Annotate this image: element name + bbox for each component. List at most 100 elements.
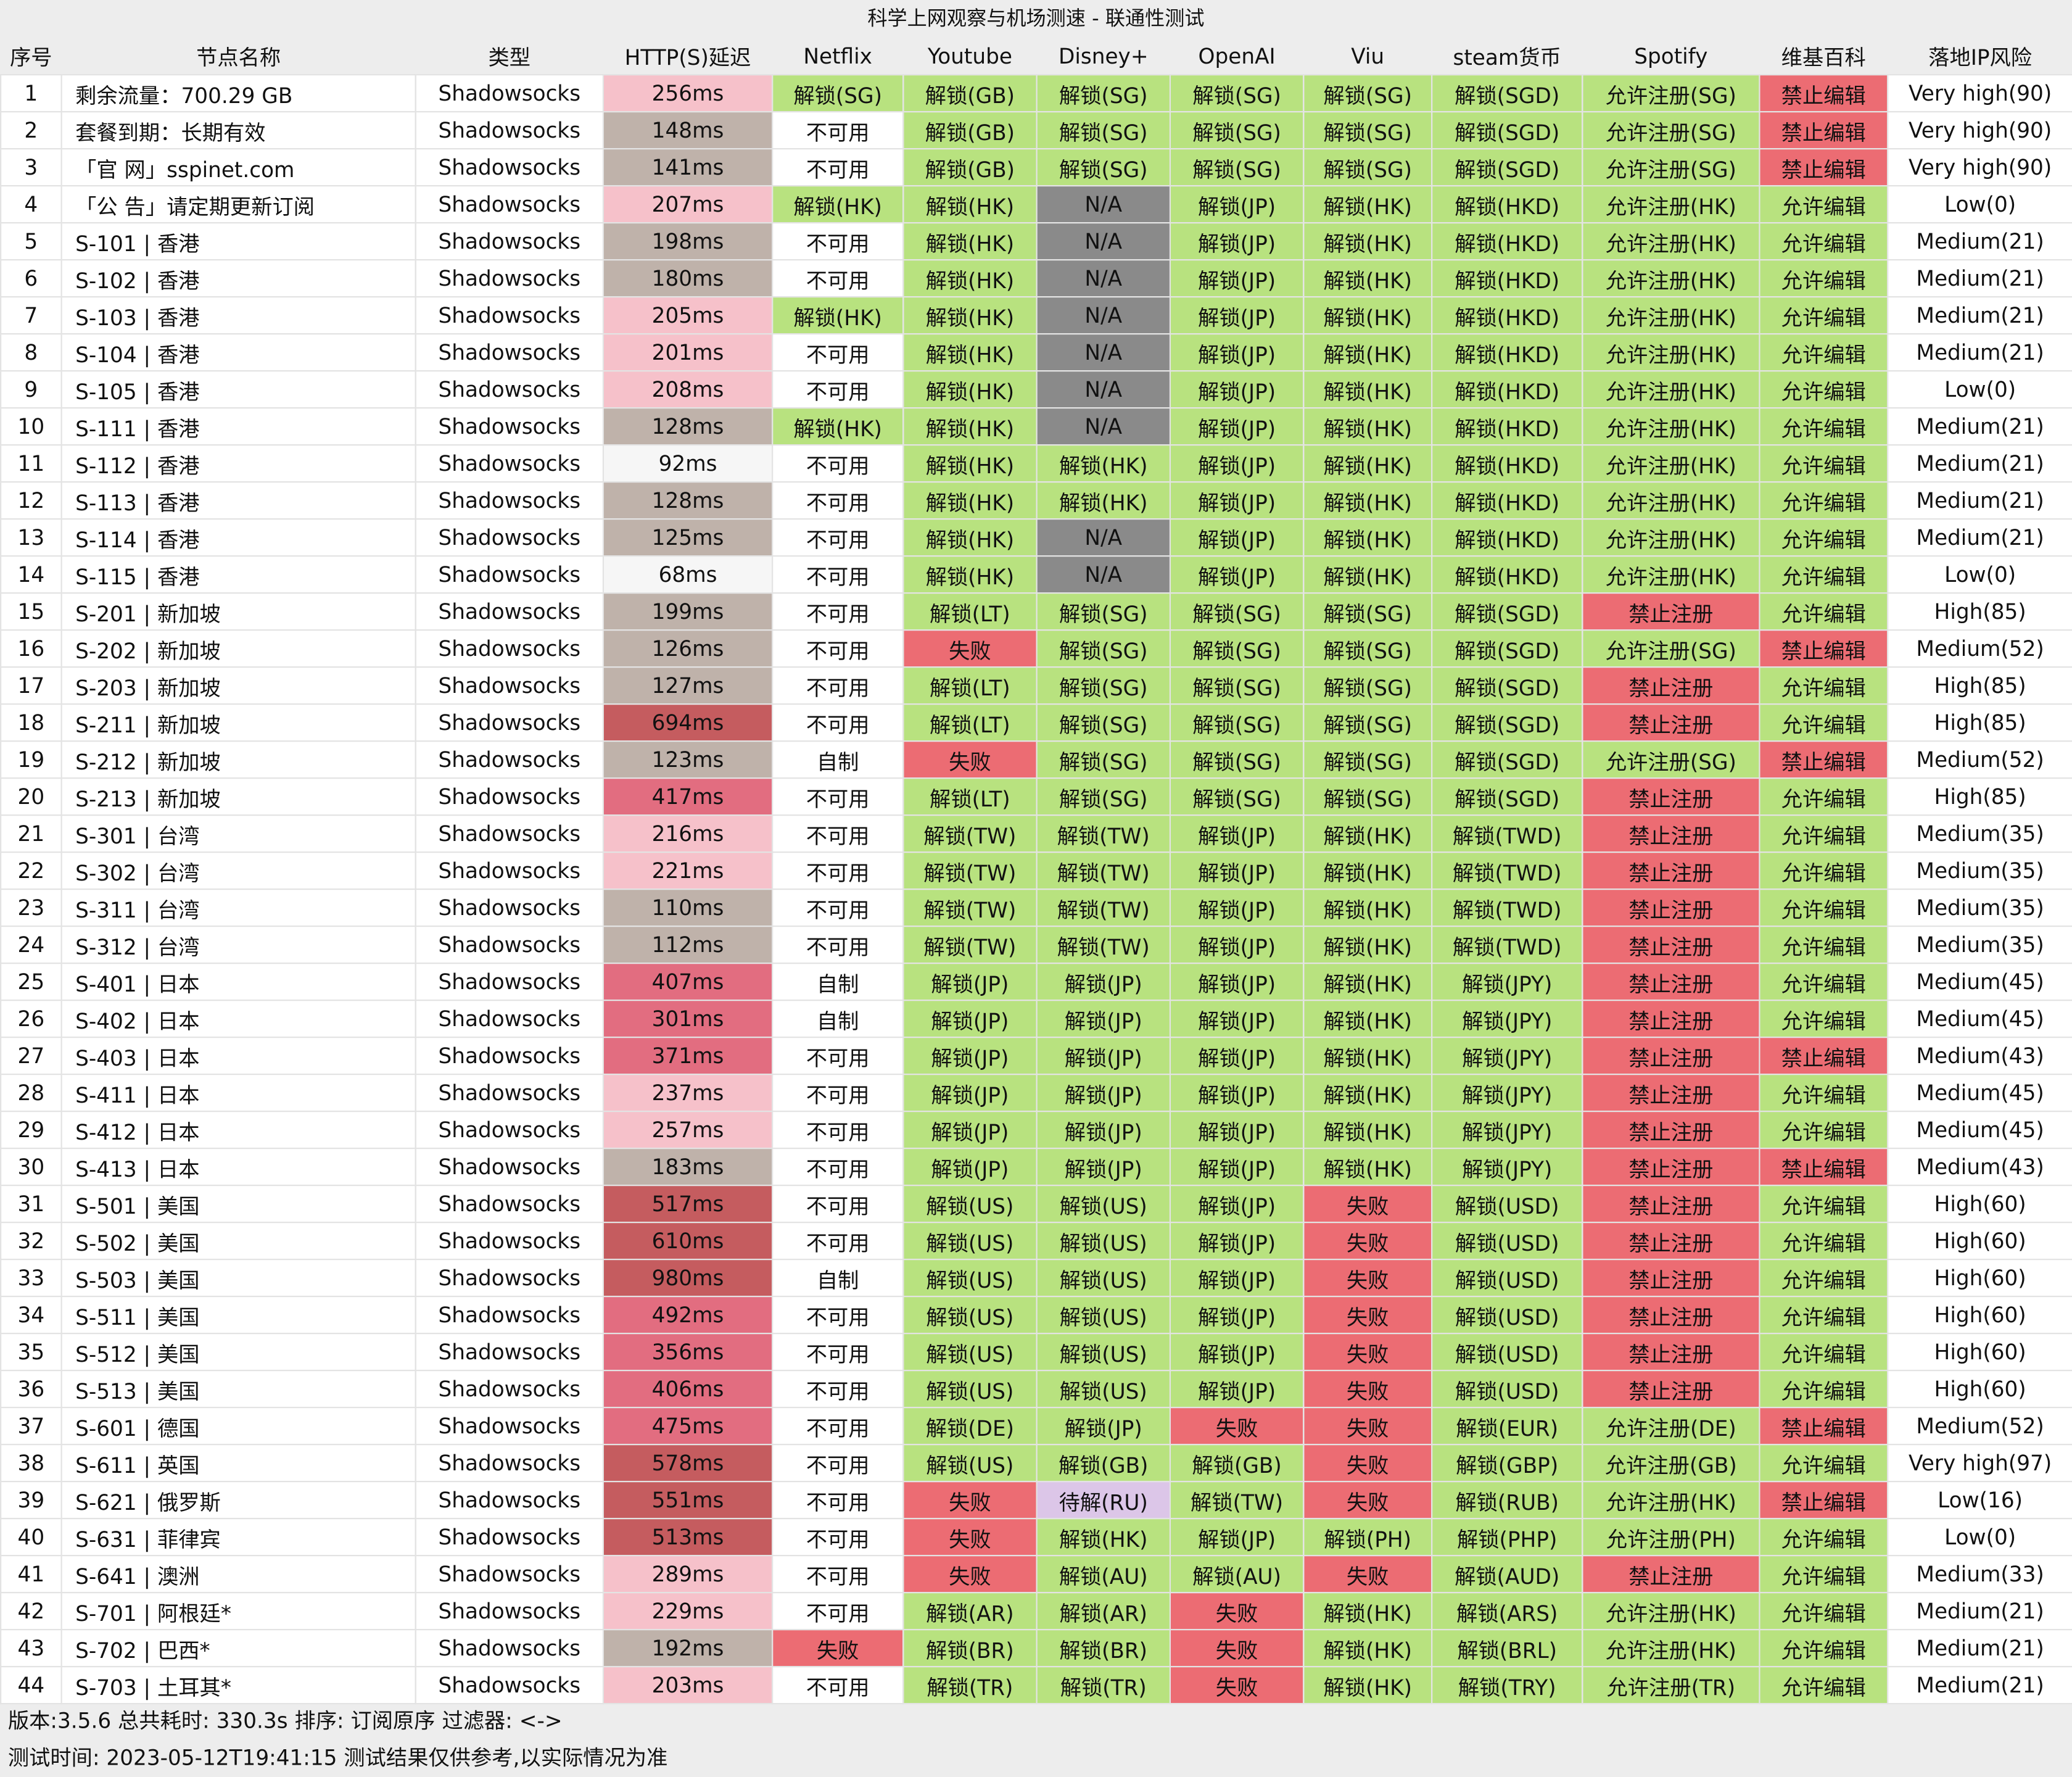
netflix-cell: 不可用: [772, 555, 904, 594]
column-header: Youtube: [927, 43, 1012, 68]
youtube-cell: 解锁(HK): [902, 370, 1038, 409]
steam-currency-cell: 解锁(USD): [1431, 1369, 1583, 1409]
node-name-cell: S-211 | 新加坡: [60, 703, 416, 742]
node-name-cell: S-601 | 德国: [60, 1406, 416, 1446]
viu-cell: 解锁(HK): [1303, 814, 1433, 853]
disney-cell: N/A: [1036, 370, 1171, 409]
viu-cell: 解锁(HK): [1303, 259, 1433, 298]
youtube-cell: 失败: [902, 740, 1038, 779]
viu-cell: 解锁(SG): [1303, 629, 1433, 668]
latency-cell: 208ms: [602, 370, 774, 409]
spotify-cell: 禁止注册: [1582, 1554, 1760, 1594]
viu-cell: 解锁(HK): [1303, 888, 1433, 927]
wikipedia-cell: 允许编辑: [1759, 962, 1889, 1001]
node-name-cell: S-411 | 日本: [60, 1073, 416, 1112]
node-type-cell: Shadowsocks: [415, 555, 604, 594]
disney-cell: 解锁(AR): [1036, 1591, 1171, 1631]
node-name-cell: S-301 | 台湾: [60, 814, 416, 853]
steam-currency-cell: 解锁(HKD): [1431, 184, 1583, 224]
wikipedia-cell: 允许编辑: [1759, 814, 1889, 853]
node-name-cell: S-621 | 俄罗斯: [60, 1480, 416, 1520]
wikipedia-cell: 允许编辑: [1759, 1221, 1889, 1261]
node-type-cell: Shadowsocks: [415, 1036, 604, 1075]
steam-currency-cell: 解锁(HKD): [1431, 518, 1583, 557]
table-row: 14 S-115 | 香港 Shadowsocks 68ms 不可用 解锁(HK) N/A 解…: [0, 555, 2072, 594]
latency-cell: 203ms: [602, 1665, 774, 1705]
steam-currency-cell: 解锁(USD): [1431, 1221, 1583, 1261]
viu-cell: 失败: [1303, 1221, 1433, 1261]
latency-cell: 551ms: [602, 1480, 774, 1520]
column-header: 落地IP风险: [1928, 44, 2033, 70]
node-name-cell: S-203 | 新加坡: [60, 666, 416, 705]
wikipedia-cell: 允许编辑: [1759, 407, 1889, 446]
row-index-cell: 42: [0, 1591, 62, 1631]
node-type-cell: Shadowsocks: [415, 407, 604, 446]
netflix-cell: 不可用: [772, 259, 904, 298]
row-index-cell: 39: [0, 1480, 62, 1520]
footer: 版本:3.5.6 总共耗时: 330.3s 排序: 订阅原序 过滤器: <-> …: [0, 1703, 2072, 1777]
disney-cell: 解锁(SG): [1036, 777, 1171, 816]
spotify-cell: 允许注册(HK): [1582, 370, 1760, 409]
node-name-cell: S-302 | 台湾: [60, 851, 416, 890]
youtube-cell: 解锁(GB): [902, 147, 1038, 187]
spotify-cell: 允许注册(HK): [1582, 333, 1760, 372]
youtube-cell: 解锁(LT): [902, 592, 1038, 631]
netflix-cell: 不可用: [772, 1665, 904, 1705]
ip-risk-cell: Medium(33): [1887, 1554, 2072, 1594]
spotify-cell: 允许注册(SG): [1582, 110, 1760, 150]
openai-cell: 解锁(JP): [1169, 222, 1305, 261]
row-index-cell: 31: [0, 1184, 62, 1224]
spotify-cell: 禁止注册: [1582, 1073, 1760, 1112]
steam-currency-cell: 解锁(HKD): [1431, 370, 1583, 409]
latency-cell: 183ms: [602, 1147, 774, 1187]
table-row: 44 S-703 | 土耳其* Shadowsocks 203ms 不可用 解锁(TR) 解…: [0, 1665, 2072, 1705]
ip-risk-cell: Very high(90): [1887, 110, 2072, 150]
viu-cell: 解锁(HK): [1303, 925, 1433, 964]
latency-cell: 112ms: [602, 925, 774, 964]
disney-cell: N/A: [1036, 259, 1171, 298]
row-index-cell: 4: [0, 184, 62, 224]
wikipedia-cell: 禁止编辑: [1759, 73, 1889, 113]
steam-currency-cell: 解锁(PHP): [1431, 1517, 1583, 1557]
table-row: 11 S-112 | 香港 Shadowsocks 92ms 不可用 解锁(HK) 解锁(H…: [0, 444, 2072, 483]
openai-cell: 解锁(JP): [1169, 333, 1305, 372]
row-index-cell: 15: [0, 592, 62, 631]
netflix-cell: 不可用: [772, 1369, 904, 1409]
youtube-cell: 解锁(US): [902, 1184, 1038, 1224]
footer-time-line: 测试时间: 2023-05-12T19:41:15 测试结果仅供参考,以实际情况…: [7, 1745, 668, 1771]
table-row: 20 S-213 | 新加坡 Shadowsocks 417ms 不可用 解锁(LT) 解锁…: [0, 777, 2072, 816]
wikipedia-cell: 允许编辑: [1759, 518, 1889, 557]
table-row: 6 S-102 | 香港 Shadowsocks 180ms 不可用 解锁(HK) N/A 解…: [0, 259, 2072, 298]
steam-currency-cell: 解锁(USD): [1431, 1258, 1583, 1298]
youtube-cell: 失败: [902, 1554, 1038, 1594]
openai-cell: 失败: [1169, 1406, 1305, 1446]
ip-risk-cell: Medium(43): [1887, 1036, 2072, 1075]
openai-cell: 解锁(SG): [1169, 777, 1305, 816]
row-index-cell: 38: [0, 1443, 62, 1483]
node-type-cell: Shadowsocks: [415, 814, 604, 853]
node-type-cell: Shadowsocks: [415, 110, 604, 150]
wikipedia-cell: 允许编辑: [1759, 666, 1889, 705]
node-name-cell: S-101 | 香港: [60, 222, 416, 261]
wikipedia-cell: 允许编辑: [1759, 592, 1889, 631]
youtube-cell: 解锁(JP): [902, 1147, 1038, 1187]
steam-currency-cell: 解锁(AUD): [1431, 1554, 1583, 1594]
latency-cell: 128ms: [602, 481, 774, 520]
wikipedia-cell: 允许编辑: [1759, 1073, 1889, 1112]
latency-cell: 578ms: [602, 1443, 774, 1483]
node-name-cell: S-402 | 日本: [60, 999, 416, 1038]
viu-cell: 失败: [1303, 1406, 1433, 1446]
openai-cell: 解锁(SG): [1169, 629, 1305, 668]
steam-currency-cell: 解锁(JPY): [1431, 1147, 1583, 1187]
node-name-cell: S-401 | 日本: [60, 962, 416, 1001]
spotify-cell: 禁止注册: [1582, 777, 1760, 816]
youtube-cell: 解锁(LT): [902, 777, 1038, 816]
spotify-cell: 禁止注册: [1582, 1036, 1760, 1075]
ip-risk-cell: Low(16): [1887, 1480, 2072, 1520]
table-row: 31 S-501 | 美国 Shadowsocks 517ms 不可用 解锁(US) 解锁(…: [0, 1184, 2072, 1224]
steam-currency-cell: 解锁(USD): [1431, 1332, 1583, 1372]
ip-risk-cell: Medium(35): [1887, 925, 2072, 964]
disney-cell: 解锁(SG): [1036, 592, 1171, 631]
viu-cell: 解锁(HK): [1303, 333, 1433, 372]
table-row: 34 S-511 | 美国 Shadowsocks 492ms 不可用 解锁(US) 解锁(…: [0, 1295, 2072, 1335]
